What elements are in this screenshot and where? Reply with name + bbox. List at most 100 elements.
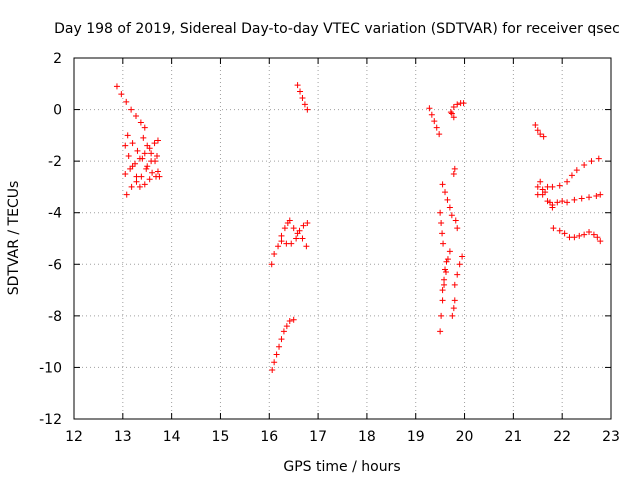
series-arc-13a (113, 83, 148, 131)
data-point-plus-marker (303, 243, 310, 250)
data-point-plus-marker (438, 220, 445, 227)
data-point-plus-marker (564, 199, 571, 206)
data-point-plus-marker (542, 189, 549, 196)
data-point-plus-marker (293, 235, 300, 242)
data-point-plus-marker (286, 217, 293, 224)
data-point-plus-marker (450, 305, 457, 312)
data-point-plus-marker (452, 217, 459, 224)
data-point-plus-marker (534, 183, 541, 190)
data-point-plus-marker (534, 127, 541, 134)
series-arc-16a (294, 82, 311, 113)
data-layer (113, 82, 604, 374)
y-tick-label: 0 (53, 103, 62, 119)
data-point-plus-marker (595, 155, 602, 162)
x-tick-label: 13 (114, 429, 132, 445)
data-point-plus-marker (537, 131, 544, 138)
data-point-plus-marker (304, 220, 311, 227)
x-tick-label: 12 (65, 429, 83, 445)
data-point-plus-marker (271, 250, 278, 257)
data-point-plus-marker (576, 232, 583, 239)
data-point-plus-marker (294, 82, 301, 89)
data-point-plus-marker (286, 318, 293, 325)
series-arc-21c (534, 155, 602, 198)
data-point-plus-marker (124, 132, 131, 139)
data-point-plus-marker (573, 167, 580, 174)
data-point-plus-marker (290, 316, 297, 323)
data-point-plus-marker (442, 269, 449, 276)
data-point-plus-marker (283, 323, 290, 330)
series-arc-13e (123, 152, 160, 198)
data-point-plus-marker (141, 124, 148, 131)
series-arc-21a (532, 122, 547, 140)
data-point-plus-marker (268, 261, 275, 268)
data-point-plus-marker (451, 297, 458, 304)
data-point-plus-marker (271, 359, 278, 366)
x-tick-label: 21 (504, 429, 522, 445)
data-point-plus-marker (559, 198, 566, 205)
data-point-plus-marker (134, 147, 141, 154)
x-tick-label: 20 (456, 429, 474, 445)
series-arc-21d (537, 178, 556, 211)
y-tick-label: -2 (48, 154, 62, 170)
data-point-plus-marker (588, 158, 595, 165)
data-point-plus-marker (450, 103, 457, 110)
series-arc-19b (447, 100, 467, 116)
y-tick-label: -12 (39, 412, 62, 428)
data-point-plus-marker (456, 261, 463, 268)
data-point-plus-marker (450, 114, 457, 121)
x-tick-label: 17 (309, 429, 327, 445)
x-tick-label: 18 (358, 429, 376, 445)
data-point-plus-marker (571, 234, 578, 241)
series-arc-13d (122, 137, 161, 178)
data-point-plus-marker (437, 328, 444, 335)
data-point-plus-marker (278, 238, 285, 245)
data-point-plus-marker (586, 229, 593, 236)
series-arc-19i (451, 253, 466, 288)
data-point-plus-marker (280, 328, 287, 335)
data-point-plus-marker (141, 150, 148, 157)
data-point-plus-marker (123, 191, 130, 198)
data-point-plus-marker (597, 191, 604, 198)
data-point-plus-marker (439, 181, 446, 188)
series-arc-19k (450, 165, 458, 178)
y-tick-label: -6 (48, 257, 62, 273)
series-arc-13f (140, 134, 163, 180)
data-point-plus-marker (143, 165, 150, 172)
data-point-plus-marker (561, 230, 568, 237)
series-arc-19f (437, 248, 453, 335)
data-point-plus-marker (431, 118, 438, 125)
data-point-plus-marker (428, 111, 435, 118)
data-point-plus-marker (288, 240, 295, 247)
data-point-plus-marker (449, 312, 456, 319)
data-point-plus-marker (137, 119, 144, 126)
data-point-plus-marker (299, 235, 306, 242)
series-arc-19h (449, 297, 458, 319)
data-point-plus-marker (144, 163, 151, 170)
x-tick-label: 14 (163, 429, 181, 445)
data-point-plus-marker (296, 227, 303, 234)
data-point-plus-marker (454, 101, 461, 108)
data-point-plus-marker (450, 171, 457, 178)
data-point-plus-marker (594, 234, 601, 241)
data-point-plus-marker (128, 106, 135, 113)
data-point-plus-marker (128, 183, 135, 190)
data-point-plus-marker (444, 196, 451, 203)
data-point-plus-marker (273, 351, 280, 358)
data-point-plus-marker (532, 122, 539, 129)
data-point-plus-marker (448, 212, 455, 219)
data-point-plus-marker (446, 248, 453, 255)
series-arc-19d (437, 209, 447, 247)
data-point-plus-marker (300, 222, 307, 229)
data-point-plus-marker (443, 258, 450, 265)
data-point-plus-marker (581, 162, 588, 169)
data-point-plus-marker (290, 225, 297, 232)
data-point-plus-marker (460, 100, 467, 107)
data-point-plus-marker (571, 196, 578, 203)
data-point-plus-marker (153, 152, 160, 159)
data-point-plus-marker (148, 150, 155, 157)
data-point-plus-marker (133, 178, 140, 185)
series-arc-16d (269, 316, 297, 374)
data-point-plus-marker (549, 204, 556, 211)
data-point-plus-marker (540, 133, 547, 140)
